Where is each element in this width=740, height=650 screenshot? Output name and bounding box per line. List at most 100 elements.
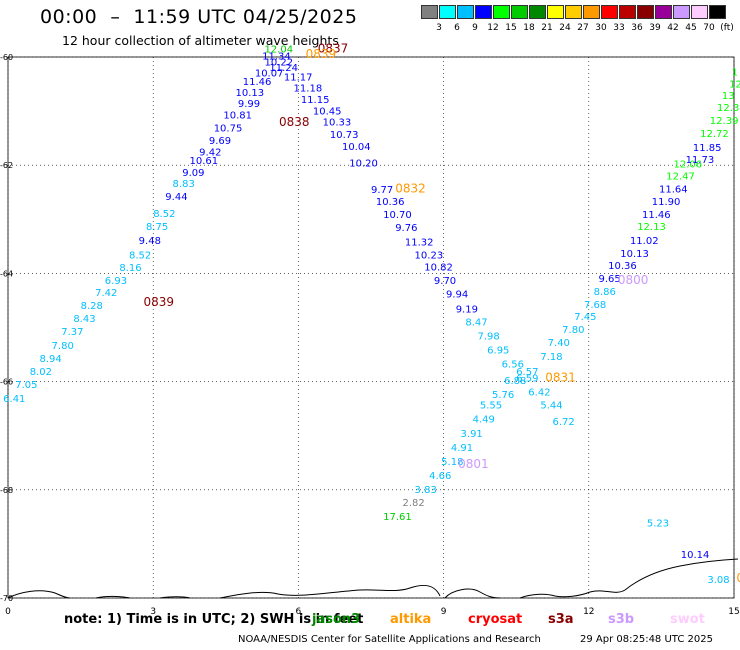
wave-height-label: 10.13	[235, 88, 264, 99]
wave-height-label: 9.70	[434, 276, 456, 287]
wave-height-label: 10.23	[415, 250, 444, 261]
wave-height-label: 11.73	[686, 155, 715, 166]
legend-swatch	[457, 5, 474, 19]
legend-swatch	[619, 5, 636, 19]
wave-height-label: 7.40	[548, 338, 570, 349]
legend-label: 12	[487, 23, 499, 33]
legend-swatch	[475, 5, 492, 19]
wave-height-label: 12.04	[265, 45, 294, 56]
legend-label: 21	[541, 23, 553, 33]
wave-height-label: 11.46	[642, 210, 671, 221]
legend-label: 39	[649, 23, 661, 33]
wave-height-label: 11.32	[405, 237, 434, 248]
satellite-cryosat: cryosat	[468, 612, 523, 627]
wave-height-label: 5.44	[540, 401, 562, 412]
wave-height-label: 10.81	[223, 111, 252, 122]
pass-time-label: 0839	[306, 47, 337, 61]
wave-height-label: 7.45	[574, 312, 596, 323]
legend-label: 42	[667, 23, 679, 33]
wave-height-label: 7.42	[95, 288, 117, 299]
coastline	[7, 558, 739, 599]
wave-height-label: 8.94	[39, 354, 61, 365]
pass-time-label: 0800	[618, 273, 649, 287]
wave-height-label: 12.06	[674, 159, 703, 170]
wave-height-label: 4.49	[473, 415, 495, 426]
lat-tick-label: -64	[0, 269, 13, 278]
footer-timestamp: 29 Apr 08:25:48 UTC 2025	[580, 634, 713, 645]
legend-swatch	[637, 5, 654, 19]
legend-label: 70	[703, 23, 715, 33]
wave-height-label: 10.73	[330, 130, 359, 141]
legend-swatch	[565, 5, 582, 19]
lon-tick-label: 3	[150, 607, 156, 617]
legend-label: 24	[559, 23, 571, 33]
wave-height-label: 9.94	[446, 290, 468, 301]
wave-height-label: 8.52	[129, 250, 151, 261]
wave-height-label: 12.39	[717, 103, 740, 114]
wave-height-label: 11.15	[301, 95, 330, 106]
wave-height-label: 8.28	[81, 301, 103, 312]
wave-height-label: 10.07	[255, 68, 284, 79]
satellite-altika: altika	[390, 612, 432, 627]
satellite-swot: swot	[670, 612, 705, 627]
wave-height-label: 10.61	[190, 156, 219, 167]
wave-height-label: 8.52	[153, 209, 175, 220]
wave-height-label: 6.95	[487, 345, 509, 356]
lat-tick-label: -70	[0, 594, 13, 603]
wave-height-label: 10.75	[214, 124, 243, 135]
wave-height-label: 2.82	[402, 498, 424, 509]
satellite-s3b: s3b	[608, 612, 635, 627]
wave-height-label: 4.91	[451, 443, 473, 454]
wave-height-label: 4.66	[429, 471, 451, 482]
wave-height-label: 3.08	[707, 575, 729, 586]
wave-height-label: 10.36	[608, 261, 637, 272]
wave-height-label: 7.80	[562, 325, 584, 336]
wave-height-label: 10.14	[681, 550, 710, 561]
wave-height-label: 6.88	[504, 376, 526, 387]
wave-height-label: 8.75	[146, 222, 168, 233]
wave-height-label: 5.55	[480, 401, 502, 412]
legend-swatch	[655, 5, 672, 19]
wave-height-label: 8.16	[119, 263, 141, 274]
wave-height-label: 10.13	[620, 249, 649, 260]
wave-height-label: 11.02	[630, 236, 659, 247]
wave-height-label: 12.47	[666, 171, 695, 182]
satellite-s3a: s3a	[548, 612, 574, 627]
legend-label: 27	[577, 23, 589, 33]
lat-tick-label: -62	[0, 161, 13, 170]
wave-height-label: 9.09	[182, 168, 204, 179]
wave-height-label: 9.65	[598, 274, 620, 285]
legend-swatch	[547, 5, 564, 19]
page-title: 00:00 – 11:59 UTC 04/25/2025	[40, 6, 358, 28]
pass-time-label: 0832	[395, 181, 426, 195]
satellite-jason3: jason3	[312, 612, 361, 627]
lat-tick-label: -68	[0, 486, 13, 495]
wave-height-label: 6.42	[528, 388, 550, 399]
legend-label: 15	[505, 23, 517, 33]
wave-height-label: 11.85	[693, 143, 722, 154]
wave-height-label: 12.13	[637, 222, 666, 233]
wave-height-label: 8.43	[73, 314, 95, 325]
pass-time-label: 0801	[458, 457, 489, 471]
wave-height-label: 7.05	[15, 380, 37, 391]
wave-height-label: 13	[722, 91, 735, 102]
wave-height-label: 6.56	[502, 360, 524, 371]
wave-height-label: 9.99	[238, 99, 260, 110]
pass-time-label: 0838	[279, 115, 310, 129]
axis-labels: -60 -62 -64 -66 -68 -70 0 3 6 9 12 15	[0, 53, 740, 617]
wave-height-label: 10.45	[313, 106, 342, 117]
lon-tick-label: 9	[441, 607, 447, 617]
wave-height-label: 5.18	[441, 457, 463, 468]
wave-height-label: 10.82	[424, 263, 453, 274]
wave-height-label: 11.18	[294, 84, 323, 95]
pass-time-label: 0837	[318, 42, 349, 56]
wave-height-label: 9.69	[209, 136, 231, 147]
legend-label: 9	[472, 23, 478, 33]
coastline-path	[7, 558, 739, 599]
wave-height-label: 10.70	[383, 210, 412, 221]
lon-tick-label: 12	[583, 607, 594, 617]
wave-height-label: 11.24	[269, 63, 298, 74]
pass-time-labels: 083708390838083908320800083108010	[144, 42, 740, 585]
wave-height-label: 6.57	[516, 367, 538, 378]
legend-swatch	[493, 5, 510, 19]
